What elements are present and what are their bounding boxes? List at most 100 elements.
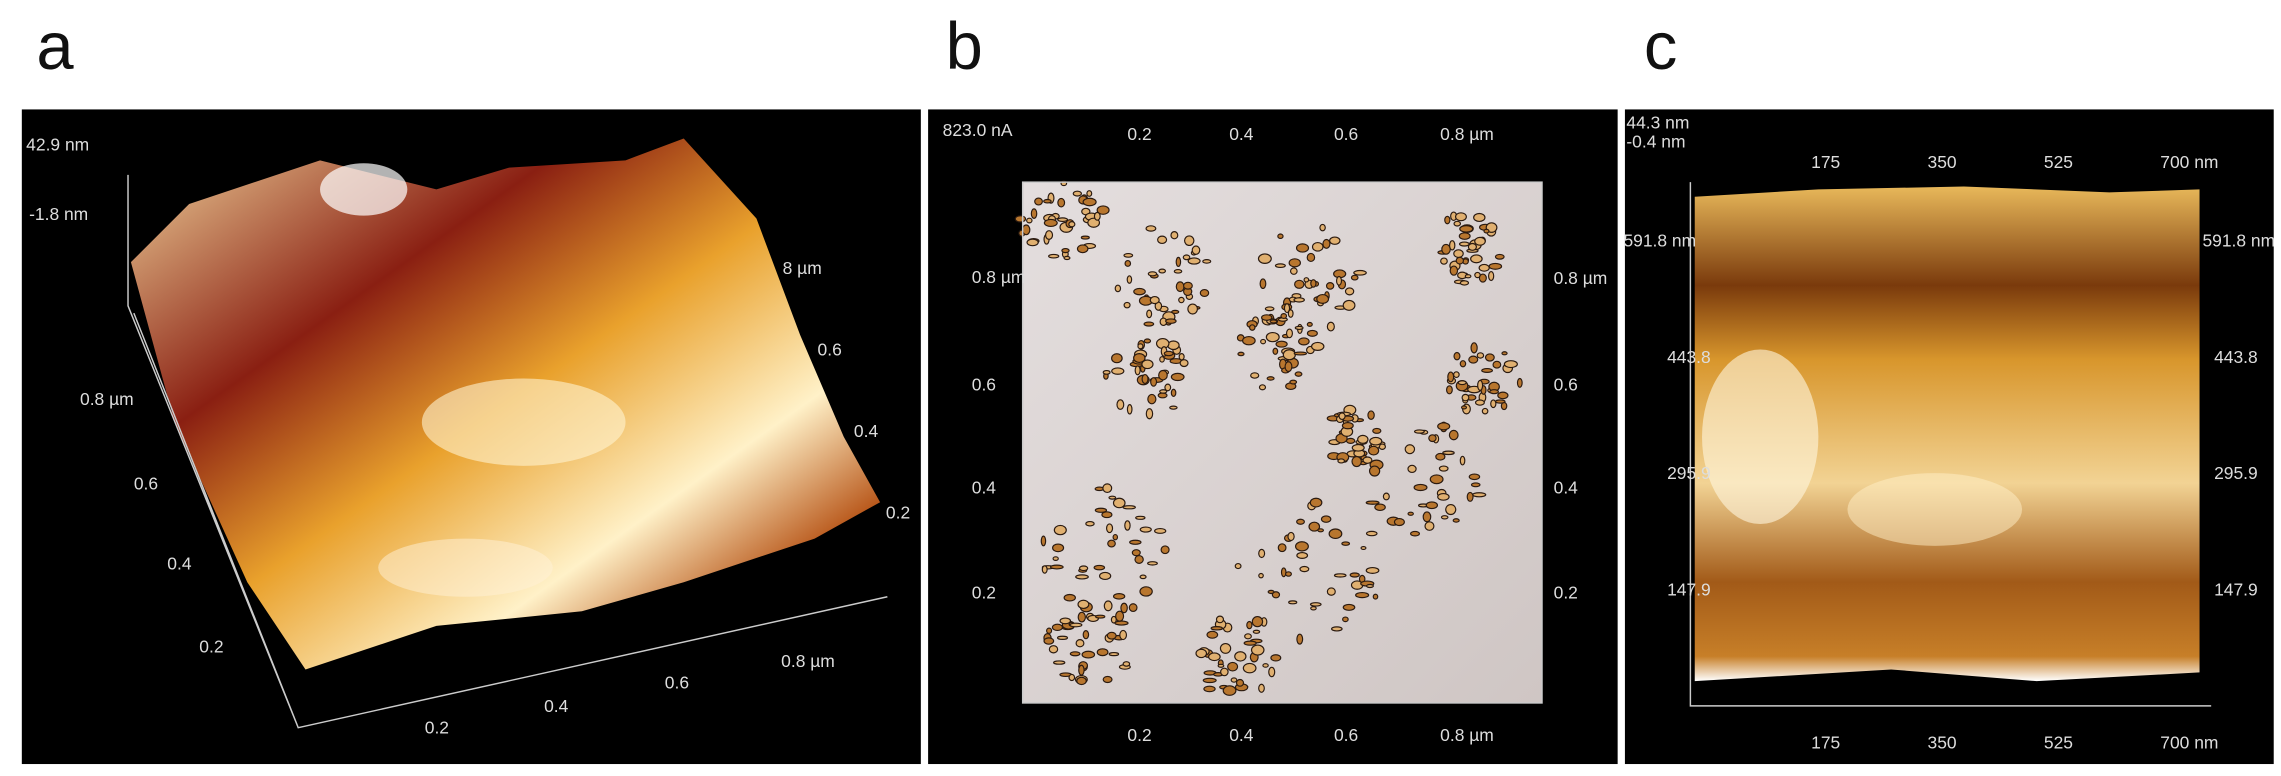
- particle: [1296, 552, 1309, 559]
- particle: [1157, 235, 1168, 245]
- particle: [1237, 351, 1245, 357]
- particle: [1341, 421, 1354, 430]
- particle: [1425, 501, 1439, 510]
- bottom-axis-label: 175: [1811, 732, 1840, 752]
- particle: [1355, 591, 1370, 599]
- particle: [1333, 573, 1347, 578]
- particle: [1085, 520, 1095, 527]
- particle: [1203, 685, 1216, 693]
- particle: [1351, 455, 1362, 468]
- particle: [1447, 371, 1455, 383]
- particle: [1077, 599, 1090, 610]
- particle: [1167, 340, 1180, 351]
- particle: [1473, 212, 1486, 223]
- particle: [1122, 661, 1131, 667]
- right-axis-label: 0.8 µm: [1554, 268, 1608, 288]
- particle: [1368, 445, 1380, 456]
- particle: [1076, 676, 1087, 686]
- particle: [1275, 340, 1288, 348]
- particle: [1404, 444, 1416, 455]
- particle: [1516, 377, 1523, 388]
- particle: [1453, 351, 1461, 361]
- particle: [1342, 299, 1356, 311]
- particle: [1107, 539, 1116, 548]
- particle: [1068, 673, 1076, 682]
- particle: [1365, 530, 1378, 537]
- particle: [1258, 548, 1266, 559]
- particle: [1026, 217, 1033, 224]
- particle: [1128, 603, 1138, 613]
- particle: [1215, 615, 1225, 624]
- top-axis-label: 0.8 µm: [1440, 124, 1494, 144]
- particle: [1265, 331, 1280, 343]
- particle: [1052, 543, 1065, 553]
- highlight: [320, 163, 408, 216]
- particle: [1306, 321, 1313, 327]
- particle: [1407, 464, 1417, 474]
- particle: [1116, 399, 1125, 410]
- particle: [1147, 393, 1157, 405]
- particle: [1126, 275, 1133, 284]
- particle: [1445, 503, 1457, 516]
- particle: [1112, 533, 1119, 541]
- particle: [1442, 450, 1455, 456]
- particle: [1316, 294, 1330, 304]
- particle: [1133, 353, 1146, 363]
- particle: [1160, 545, 1170, 555]
- particle: [1466, 491, 1474, 502]
- particle: [1454, 212, 1467, 222]
- particle: [1349, 572, 1360, 578]
- left-axis-label: 0.2: [972, 582, 996, 602]
- particle: [1453, 220, 1462, 227]
- particle: [1082, 630, 1090, 640]
- particle: [1246, 620, 1253, 630]
- particle: [1478, 263, 1490, 272]
- particle: [1053, 524, 1067, 536]
- particle: [1350, 274, 1359, 281]
- particle: [1296, 633, 1304, 645]
- particle: [1045, 230, 1054, 240]
- particle: [1277, 233, 1284, 240]
- particle: [1351, 443, 1365, 452]
- particle: [1106, 631, 1117, 640]
- particle: [1357, 434, 1369, 444]
- particle: [1362, 456, 1373, 464]
- particle: [1129, 539, 1142, 545]
- particle: [1322, 238, 1331, 249]
- particle: [1094, 507, 1108, 513]
- particle: [1145, 408, 1154, 420]
- particle: [1336, 275, 1343, 286]
- particles: [1014, 180, 1523, 696]
- particle: [1470, 342, 1478, 354]
- surface: [1694, 186, 2200, 682]
- particle: [1043, 198, 1052, 204]
- left-axis-label: 0.4: [167, 553, 192, 573]
- particle: [1326, 321, 1335, 332]
- scale-label: 823.0 nA: [943, 120, 1013, 140]
- right-axis-label: 295.9: [2214, 463, 2258, 483]
- particle: [1344, 287, 1355, 296]
- particle: [1342, 603, 1356, 611]
- particle: [1114, 284, 1122, 293]
- particle: [1288, 258, 1301, 268]
- particle: [1270, 654, 1282, 662]
- particle: [1476, 352, 1485, 359]
- particle: [1195, 648, 1208, 659]
- bottom-axis-label: 350: [1928, 732, 1957, 752]
- particle: [1501, 351, 1508, 356]
- particle: [1294, 279, 1305, 289]
- particle: [1206, 630, 1219, 639]
- particle: [1444, 215, 1451, 225]
- particle: [1262, 663, 1269, 668]
- particle: [1483, 228, 1490, 234]
- particle: [1372, 427, 1382, 434]
- particle: [1320, 515, 1332, 523]
- particle: [1474, 399, 1485, 406]
- particle: [1455, 256, 1465, 265]
- particle: [1298, 337, 1310, 346]
- particle: [1111, 353, 1123, 364]
- particle: [1096, 205, 1110, 215]
- particle: [1272, 347, 1279, 355]
- particle: [1488, 262, 1503, 270]
